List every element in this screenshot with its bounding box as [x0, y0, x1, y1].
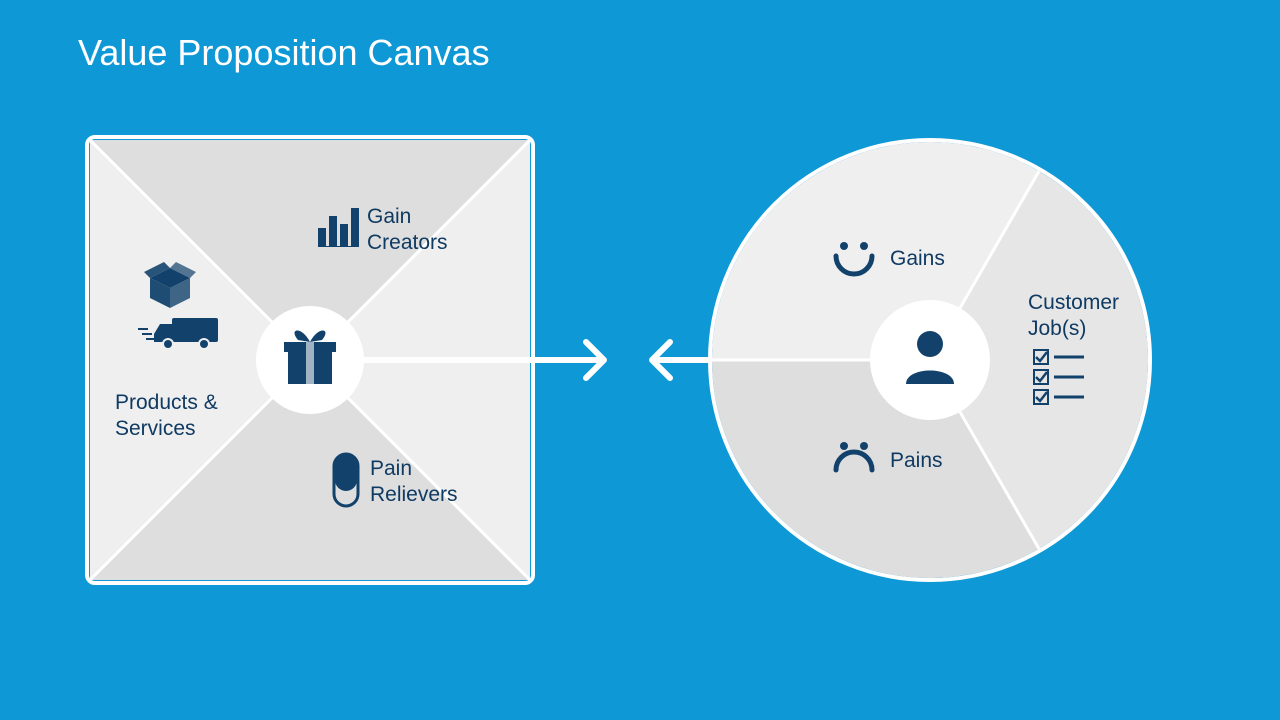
circle-center	[870, 300, 990, 420]
pains-label: Pains	[890, 448, 943, 474]
value-proposition-canvas: Value Proposition Canvas Gain Creators P…	[0, 0, 1280, 720]
page-title: Value Proposition Canvas	[78, 32, 490, 74]
customer-jobs-label: Customer Job(s)	[1028, 290, 1119, 343]
pain-relievers-label: Pain Relievers	[370, 456, 458, 509]
diagram-svg	[0, 0, 1280, 720]
gains-label: Gains	[890, 246, 945, 272]
gain-creators-label: Gain Creators	[367, 204, 448, 257]
products-services-label: Products & Services	[115, 390, 218, 443]
customer-profile-circle	[710, 140, 1150, 580]
